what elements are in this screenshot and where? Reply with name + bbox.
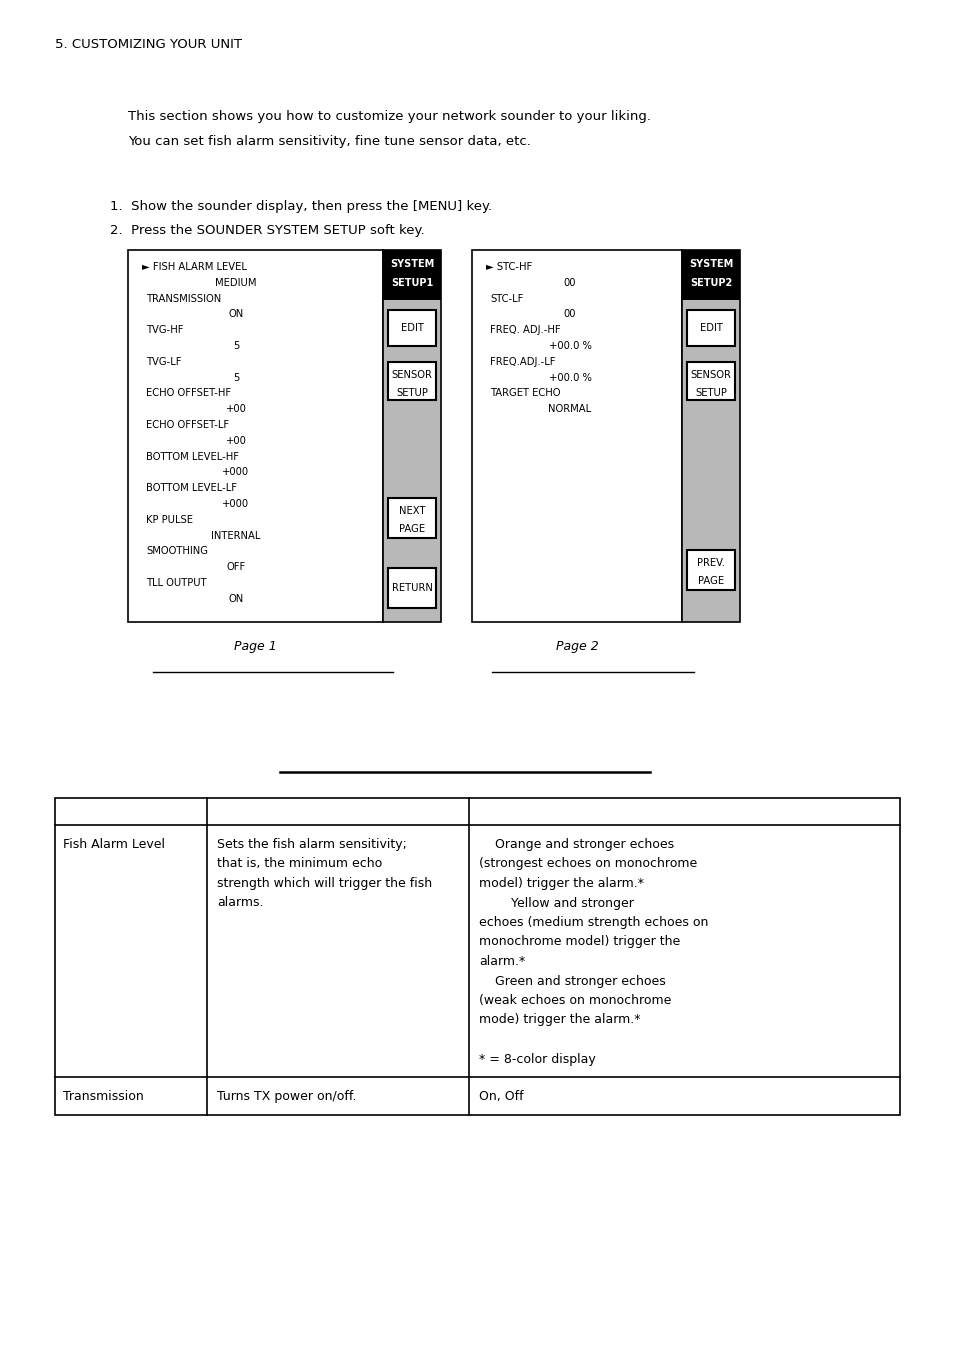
Text: * = 8-color display: * = 8-color display <box>478 1052 595 1066</box>
Text: +000: +000 <box>222 499 250 509</box>
Bar <box>382 250 440 621</box>
Text: ► STC-HF: ► STC-HF <box>485 262 532 272</box>
Text: ECHO OFFSET-LF: ECHO OFFSET-LF <box>146 420 229 430</box>
Text: alarm.*: alarm.* <box>478 955 525 969</box>
Text: NEXT: NEXT <box>398 507 425 516</box>
Bar <box>686 550 734 590</box>
Text: BOTTOM LEVEL-LF: BOTTOM LEVEL-LF <box>146 484 236 493</box>
Text: NORMAL: NORMAL <box>548 404 591 415</box>
Text: Yellow and stronger: Yellow and stronger <box>478 897 633 909</box>
Text: +00.0 %: +00.0 % <box>548 340 591 351</box>
Text: OFF: OFF <box>226 562 245 573</box>
Text: EDIT: EDIT <box>400 323 423 332</box>
Text: TARGET ECHO: TARGET ECHO <box>490 388 560 399</box>
Text: PREV.: PREV. <box>697 558 724 567</box>
Text: MEDIUM: MEDIUM <box>215 278 256 288</box>
Text: ECHO OFFSET-HF: ECHO OFFSET-HF <box>146 388 231 399</box>
Text: mode) trigger the alarm.*: mode) trigger the alarm.* <box>478 1013 639 1027</box>
Text: EDIT: EDIT <box>699 323 721 332</box>
Text: FREQ.ADJ.-LF: FREQ.ADJ.-LF <box>490 357 555 367</box>
Text: KP PULSE: KP PULSE <box>146 515 193 524</box>
Text: Turns TX power on/off.: Turns TX power on/off. <box>216 1090 356 1102</box>
Text: Sets the fish alarm sensitivity;: Sets the fish alarm sensitivity; <box>216 838 406 851</box>
Text: 5. CUSTOMIZING YOUR UNIT: 5. CUSTOMIZING YOUR UNIT <box>55 38 242 51</box>
Text: (weak echoes on monochrome: (weak echoes on monochrome <box>478 994 671 1006</box>
Text: TLL OUTPUT: TLL OUTPUT <box>146 578 207 588</box>
Text: 5: 5 <box>233 373 239 382</box>
Text: +00: +00 <box>225 404 246 415</box>
Text: TVG-LF: TVG-LF <box>146 357 181 367</box>
Text: alarms.: alarms. <box>216 897 263 909</box>
Text: SYSTEM: SYSTEM <box>390 259 434 269</box>
Text: strength which will trigger the fish: strength which will trigger the fish <box>216 877 432 890</box>
Text: SETUP: SETUP <box>695 388 726 399</box>
Text: ► FISH ALARM LEVEL: ► FISH ALARM LEVEL <box>142 262 247 272</box>
Text: model) trigger the alarm.*: model) trigger the alarm.* <box>478 877 643 890</box>
Text: RETURN: RETURN <box>391 584 432 593</box>
Text: FREQ. ADJ.-HF: FREQ. ADJ.-HF <box>490 326 560 335</box>
Text: +00.0 %: +00.0 % <box>548 373 591 382</box>
Text: 00: 00 <box>563 309 576 319</box>
Text: SENSOR: SENSOR <box>391 370 432 380</box>
Bar <box>388 309 436 346</box>
Text: SETUP2: SETUP2 <box>689 278 731 288</box>
Text: monochrome model) trigger the: monochrome model) trigger the <box>478 935 679 948</box>
Text: (strongest echoes on monochrome: (strongest echoes on monochrome <box>478 858 697 870</box>
Bar <box>55 798 899 1115</box>
Bar <box>472 250 681 621</box>
Bar <box>681 250 740 621</box>
Text: PAGE: PAGE <box>698 576 723 586</box>
Text: This section shows you how to customize your network sounder to your liking.: This section shows you how to customize … <box>128 109 650 123</box>
Text: Fish Alarm Level: Fish Alarm Level <box>63 838 165 851</box>
Bar <box>681 250 740 300</box>
Text: 5: 5 <box>233 340 239 351</box>
Text: 00: 00 <box>563 278 576 288</box>
Text: Page 2: Page 2 <box>555 640 598 653</box>
Text: SETUP1: SETUP1 <box>391 278 433 288</box>
Text: On, Off: On, Off <box>478 1090 523 1102</box>
Text: PAGE: PAGE <box>398 524 425 534</box>
Text: SETUP: SETUP <box>395 388 428 399</box>
Bar <box>388 567 436 608</box>
Text: Page 1: Page 1 <box>233 640 276 653</box>
Bar <box>382 250 440 300</box>
Text: ON: ON <box>228 594 243 604</box>
Text: 2.  Press the SOUNDER SYSTEM SETUP soft key.: 2. Press the SOUNDER SYSTEM SETUP soft k… <box>110 224 424 236</box>
Text: TVG-HF: TVG-HF <box>146 326 183 335</box>
Text: ON: ON <box>228 309 243 319</box>
Text: SYSTEM: SYSTEM <box>688 259 732 269</box>
Bar <box>686 309 734 346</box>
Text: +000: +000 <box>222 467 250 477</box>
Bar <box>388 499 436 538</box>
Text: STC-LF: STC-LF <box>490 293 523 304</box>
Text: You can set fish alarm sensitivity, fine tune sensor data, etc.: You can set fish alarm sensitivity, fine… <box>128 135 530 149</box>
Text: that is, the minimum echo: that is, the minimum echo <box>216 858 382 870</box>
Text: TRANSMISSION: TRANSMISSION <box>146 293 221 304</box>
Text: SENSOR: SENSOR <box>690 370 731 380</box>
Text: Transmission: Transmission <box>63 1090 144 1102</box>
Text: INTERNAL: INTERNAL <box>212 531 260 540</box>
Text: Orange and stronger echoes: Orange and stronger echoes <box>478 838 674 851</box>
Text: echoes (medium strength echoes on: echoes (medium strength echoes on <box>478 916 708 929</box>
Bar <box>388 362 436 400</box>
Text: 1.  Show the sounder display, then press the [MENU] key.: 1. Show the sounder display, then press … <box>110 200 492 213</box>
Text: Green and stronger echoes: Green and stronger echoes <box>478 974 665 988</box>
Text: +00: +00 <box>225 436 246 446</box>
Bar <box>128 250 382 621</box>
Bar <box>686 362 734 400</box>
Text: BOTTOM LEVEL-HF: BOTTOM LEVEL-HF <box>146 451 239 462</box>
Text: SMOOTHING: SMOOTHING <box>146 546 208 557</box>
